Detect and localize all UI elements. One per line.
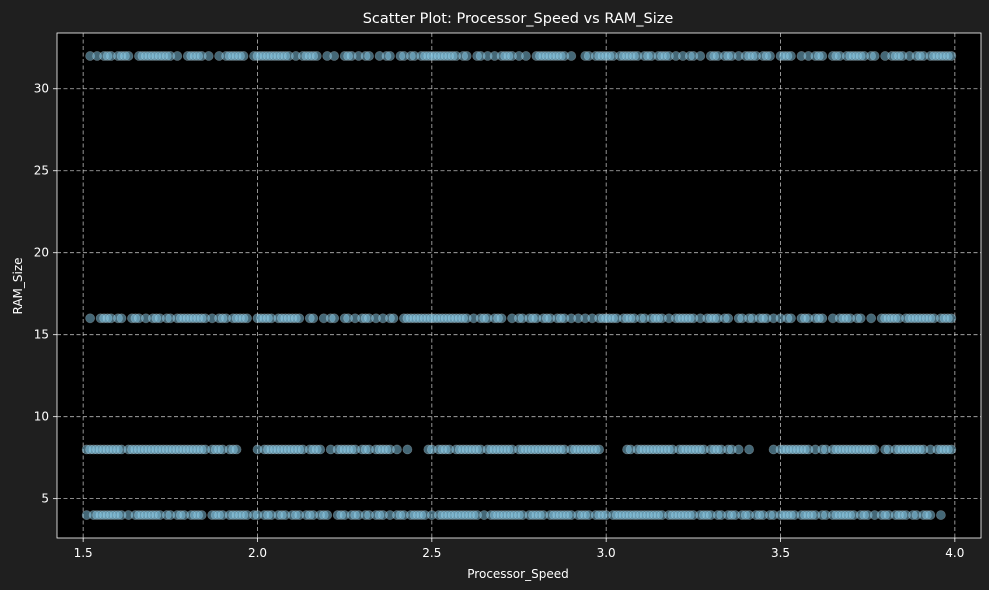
grid-lines [57, 33, 981, 538]
data-point [936, 510, 946, 520]
y-tick-label: 15 [34, 328, 49, 342]
chart-title: Scatter Plot: Processor_Speed vs RAM_Siz… [363, 11, 674, 27]
x-tick-label: 2.0 [248, 546, 267, 560]
data-point [744, 444, 755, 455]
data-point [242, 313, 252, 324]
data-point [294, 313, 305, 324]
y-tick-label: 10 [34, 410, 49, 424]
data-point [308, 313, 319, 324]
y-axis-label: RAM_Size [11, 257, 25, 314]
data-point [172, 51, 183, 61]
data-point [521, 51, 531, 61]
data-point [385, 51, 395, 61]
data-point [116, 313, 127, 324]
data-point [322, 510, 333, 520]
data-point [786, 313, 796, 324]
data-point [231, 444, 242, 455]
x-tick-label: 3.5 [771, 546, 790, 560]
data-point [238, 51, 249, 61]
data-point [123, 51, 134, 61]
data-point [817, 313, 828, 324]
data-point [946, 51, 957, 61]
data-point [315, 444, 326, 455]
data-point [723, 313, 734, 324]
data-point [329, 51, 340, 61]
y-tick-label: 25 [34, 164, 49, 178]
data-points [81, 51, 957, 520]
data-point [364, 51, 374, 61]
data-point [695, 51, 706, 61]
data-point [946, 313, 957, 324]
data-point [388, 313, 399, 324]
data-point [817, 51, 828, 61]
data-point [869, 51, 880, 61]
data-point [869, 444, 880, 455]
plot-area [56, 32, 982, 539]
x-axis-label: Processor_Speed [467, 567, 568, 581]
data-point [786, 51, 796, 61]
y-tick-label: 5 [41, 492, 49, 506]
data-point [594, 444, 605, 455]
data-point [203, 51, 214, 61]
data-point [855, 313, 866, 324]
data-point [461, 51, 472, 61]
data-point [925, 510, 936, 520]
x-tick-label: 2.5 [422, 546, 441, 560]
data-point [329, 313, 340, 324]
x-tick-label: 4.0 [945, 546, 964, 560]
y-tick-label: 30 [34, 82, 49, 96]
data-point [402, 444, 413, 455]
data-point [866, 313, 877, 324]
data-point [765, 51, 775, 61]
axis-ticks: 1.5 2.0 2.5 3.0 3.5 4.0 5 10 15 20 25 30 [34, 82, 965, 560]
data-point [566, 51, 577, 61]
data-point [196, 510, 207, 520]
data-point [496, 313, 507, 324]
data-point [733, 444, 744, 455]
data-point [392, 444, 402, 455]
x-tick-label: 1.5 [74, 546, 93, 560]
data-point [311, 51, 322, 61]
x-tick-label: 3.0 [597, 546, 616, 560]
data-point [85, 313, 96, 324]
y-tick-label: 20 [34, 246, 49, 260]
data-point [946, 444, 957, 455]
